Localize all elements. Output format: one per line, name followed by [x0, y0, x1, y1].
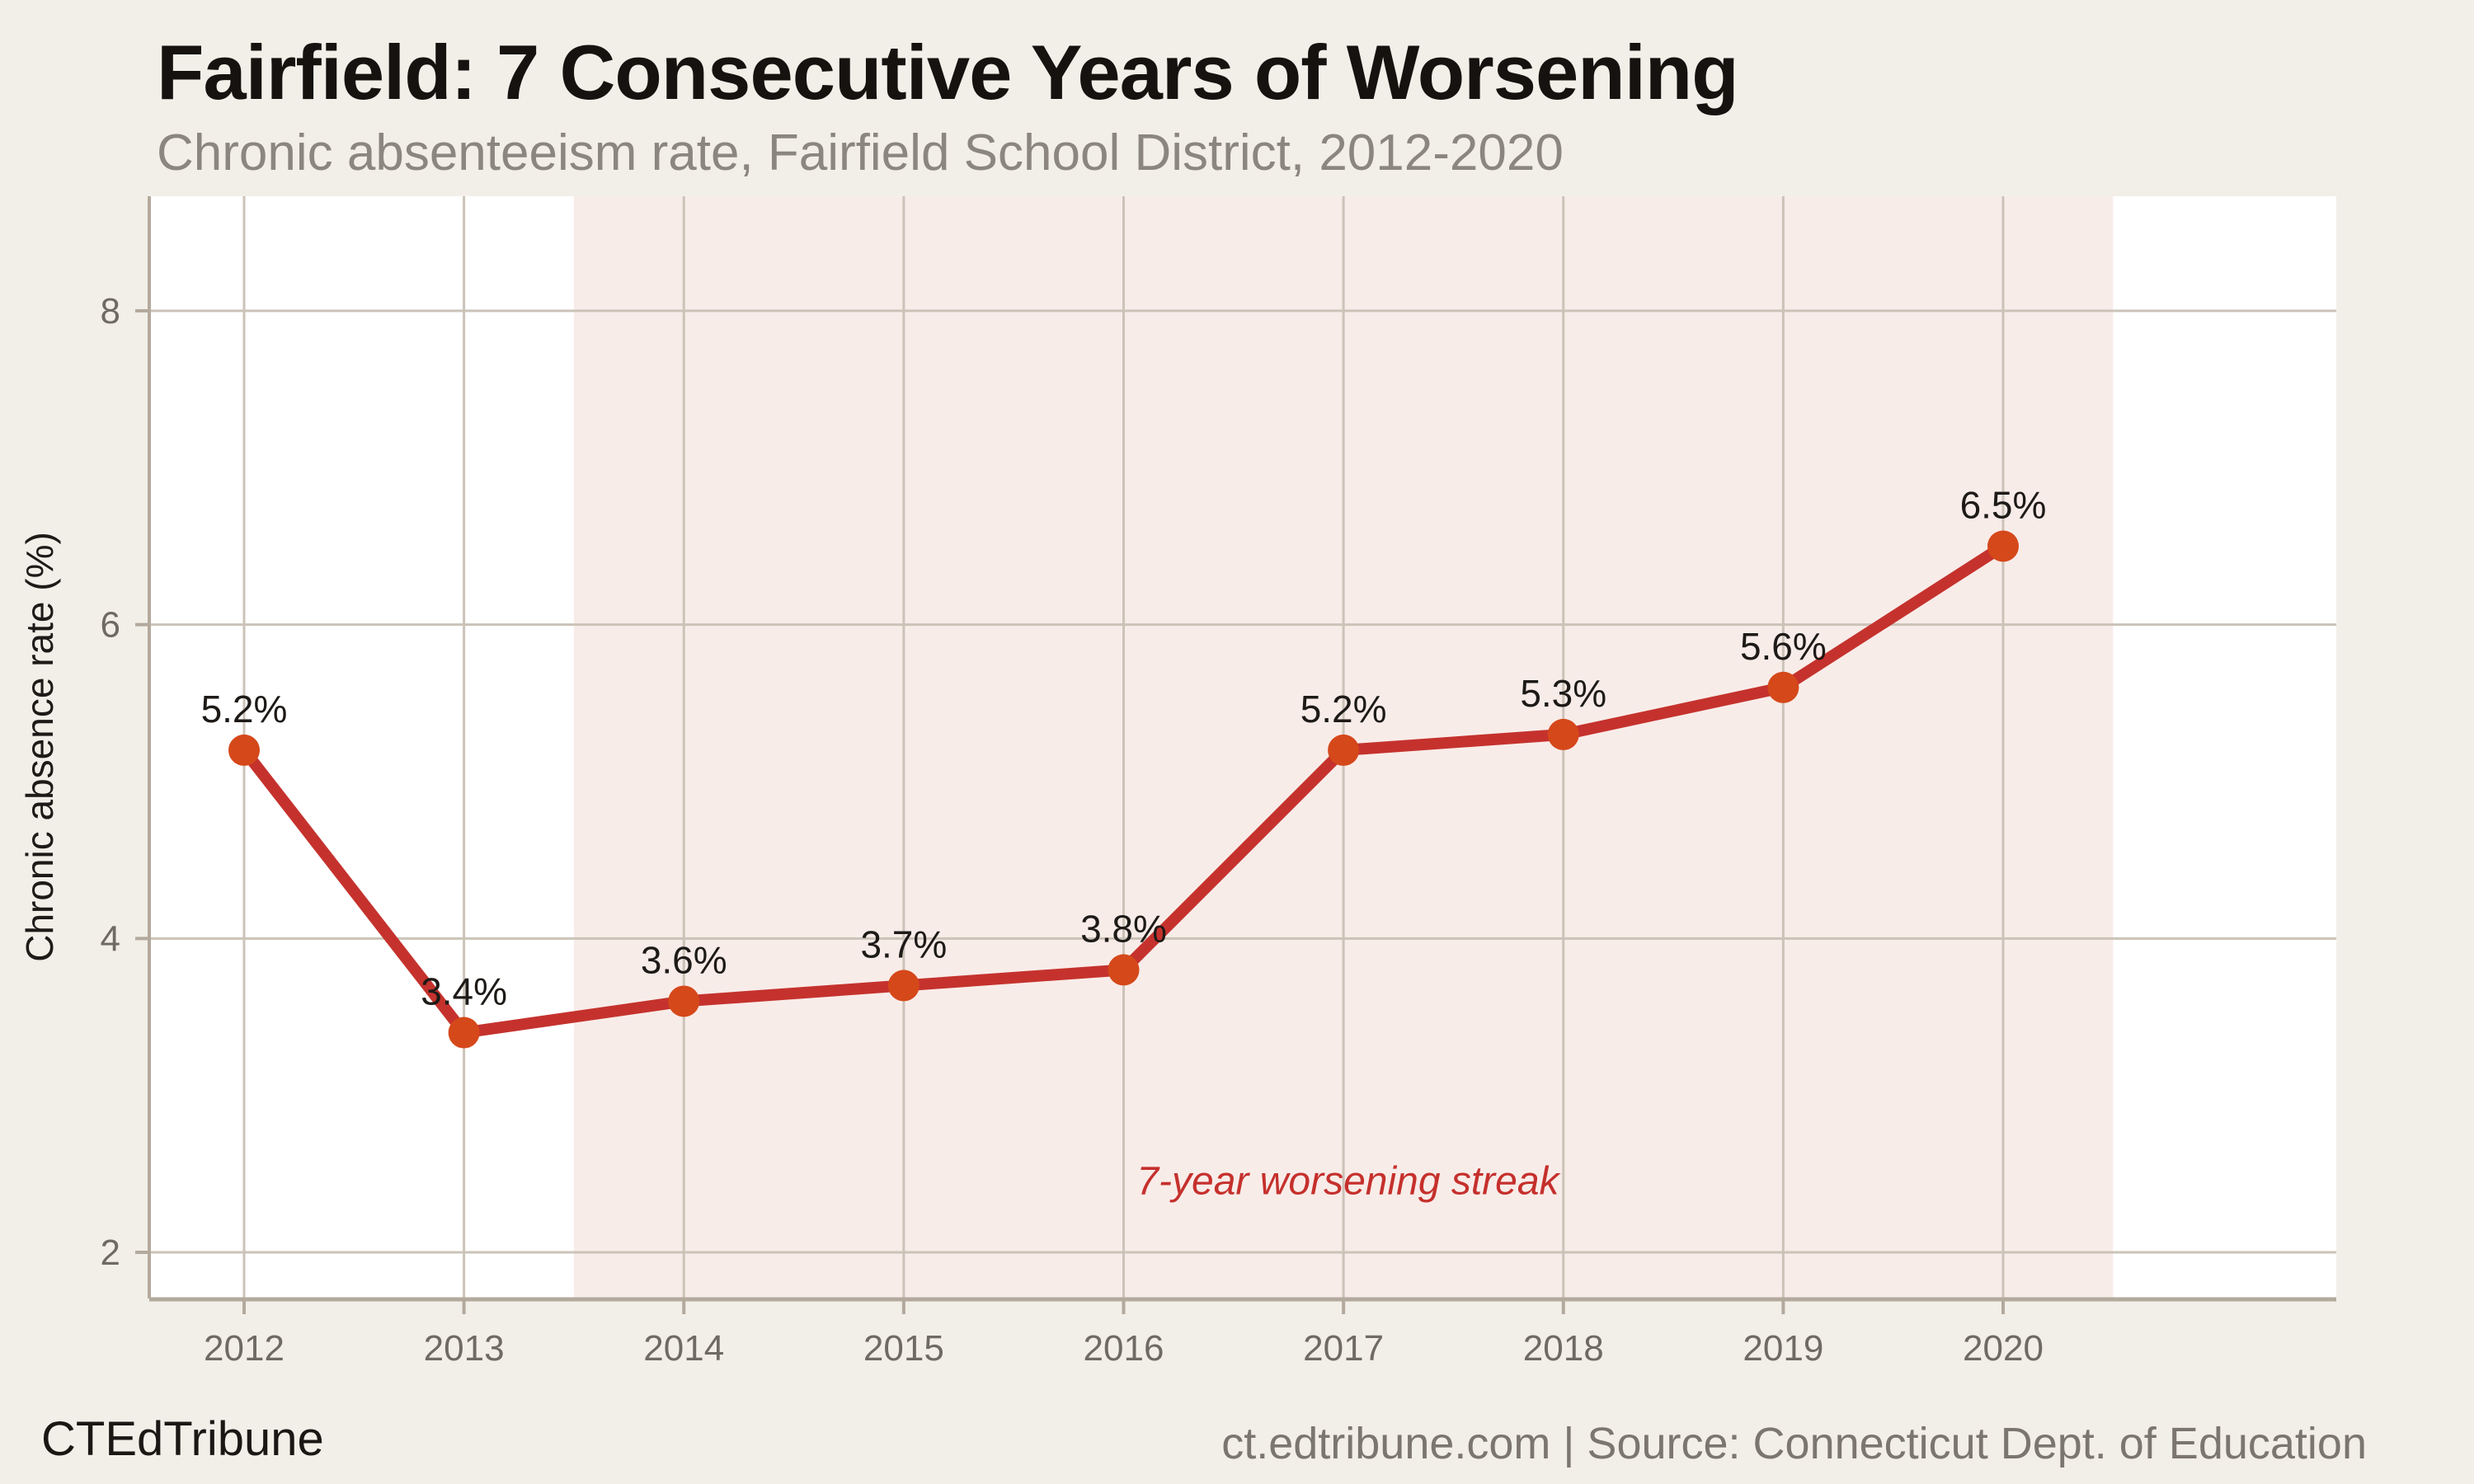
y-tick-label: 8 — [101, 291, 120, 331]
x-tick-label: 2016 — [1084, 1328, 1164, 1369]
x-tick-label: 2013 — [424, 1328, 505, 1369]
data-point — [1328, 734, 1360, 766]
x-tick-label: 2012 — [204, 1328, 285, 1369]
data-point — [887, 970, 920, 1002]
data-point — [228, 734, 260, 766]
data-point — [1547, 718, 1579, 750]
y-tick-label: 4 — [101, 918, 120, 959]
x-tick-label: 2014 — [643, 1328, 724, 1369]
x-tick-label: 2020 — [1963, 1328, 2044, 1369]
data-point — [1767, 671, 1799, 703]
y-tick-label: 2 — [101, 1233, 120, 1273]
source-attribution: ct.edtribune.com | Source: Connecticut D… — [1221, 1419, 2367, 1468]
data-point — [448, 1017, 480, 1049]
data-point-label: 3.4% — [421, 970, 507, 1013]
data-point-label: 5.2% — [1300, 688, 1387, 730]
y-axis-title: Chronic absence rate (%) — [18, 532, 61, 962]
x-tick-label: 2018 — [1523, 1328, 1604, 1369]
annotation-text: 7-year worsening streak — [1136, 1160, 1561, 1204]
data-point-label: 3.8% — [1080, 907, 1167, 950]
x-tick-label: 2015 — [863, 1328, 944, 1369]
y-tick-label: 6 — [101, 605, 120, 646]
data-point-label: 5.6% — [1740, 625, 1827, 668]
publisher-logo-text: CTEdTribune — [41, 1412, 324, 1466]
x-tick-label: 2019 — [1743, 1328, 1823, 1369]
data-point-label: 5.3% — [1520, 672, 1606, 715]
data-point-label: 3.7% — [860, 923, 947, 965]
chart-subtitle: Chronic absenteeism rate, Fairfield Scho… — [157, 124, 1564, 181]
data-point-label: 5.2% — [201, 688, 288, 730]
data-point-label: 6.5% — [1960, 483, 2047, 526]
data-point — [668, 985, 700, 1017]
data-point — [1987, 530, 2019, 562]
data-point-label: 3.6% — [641, 938, 727, 981]
x-tick-label: 2017 — [1303, 1328, 1384, 1369]
data-point — [1108, 954, 1140, 986]
chart-title: Fairfield: 7 Consecutive Years of Worsen… — [157, 29, 1739, 115]
